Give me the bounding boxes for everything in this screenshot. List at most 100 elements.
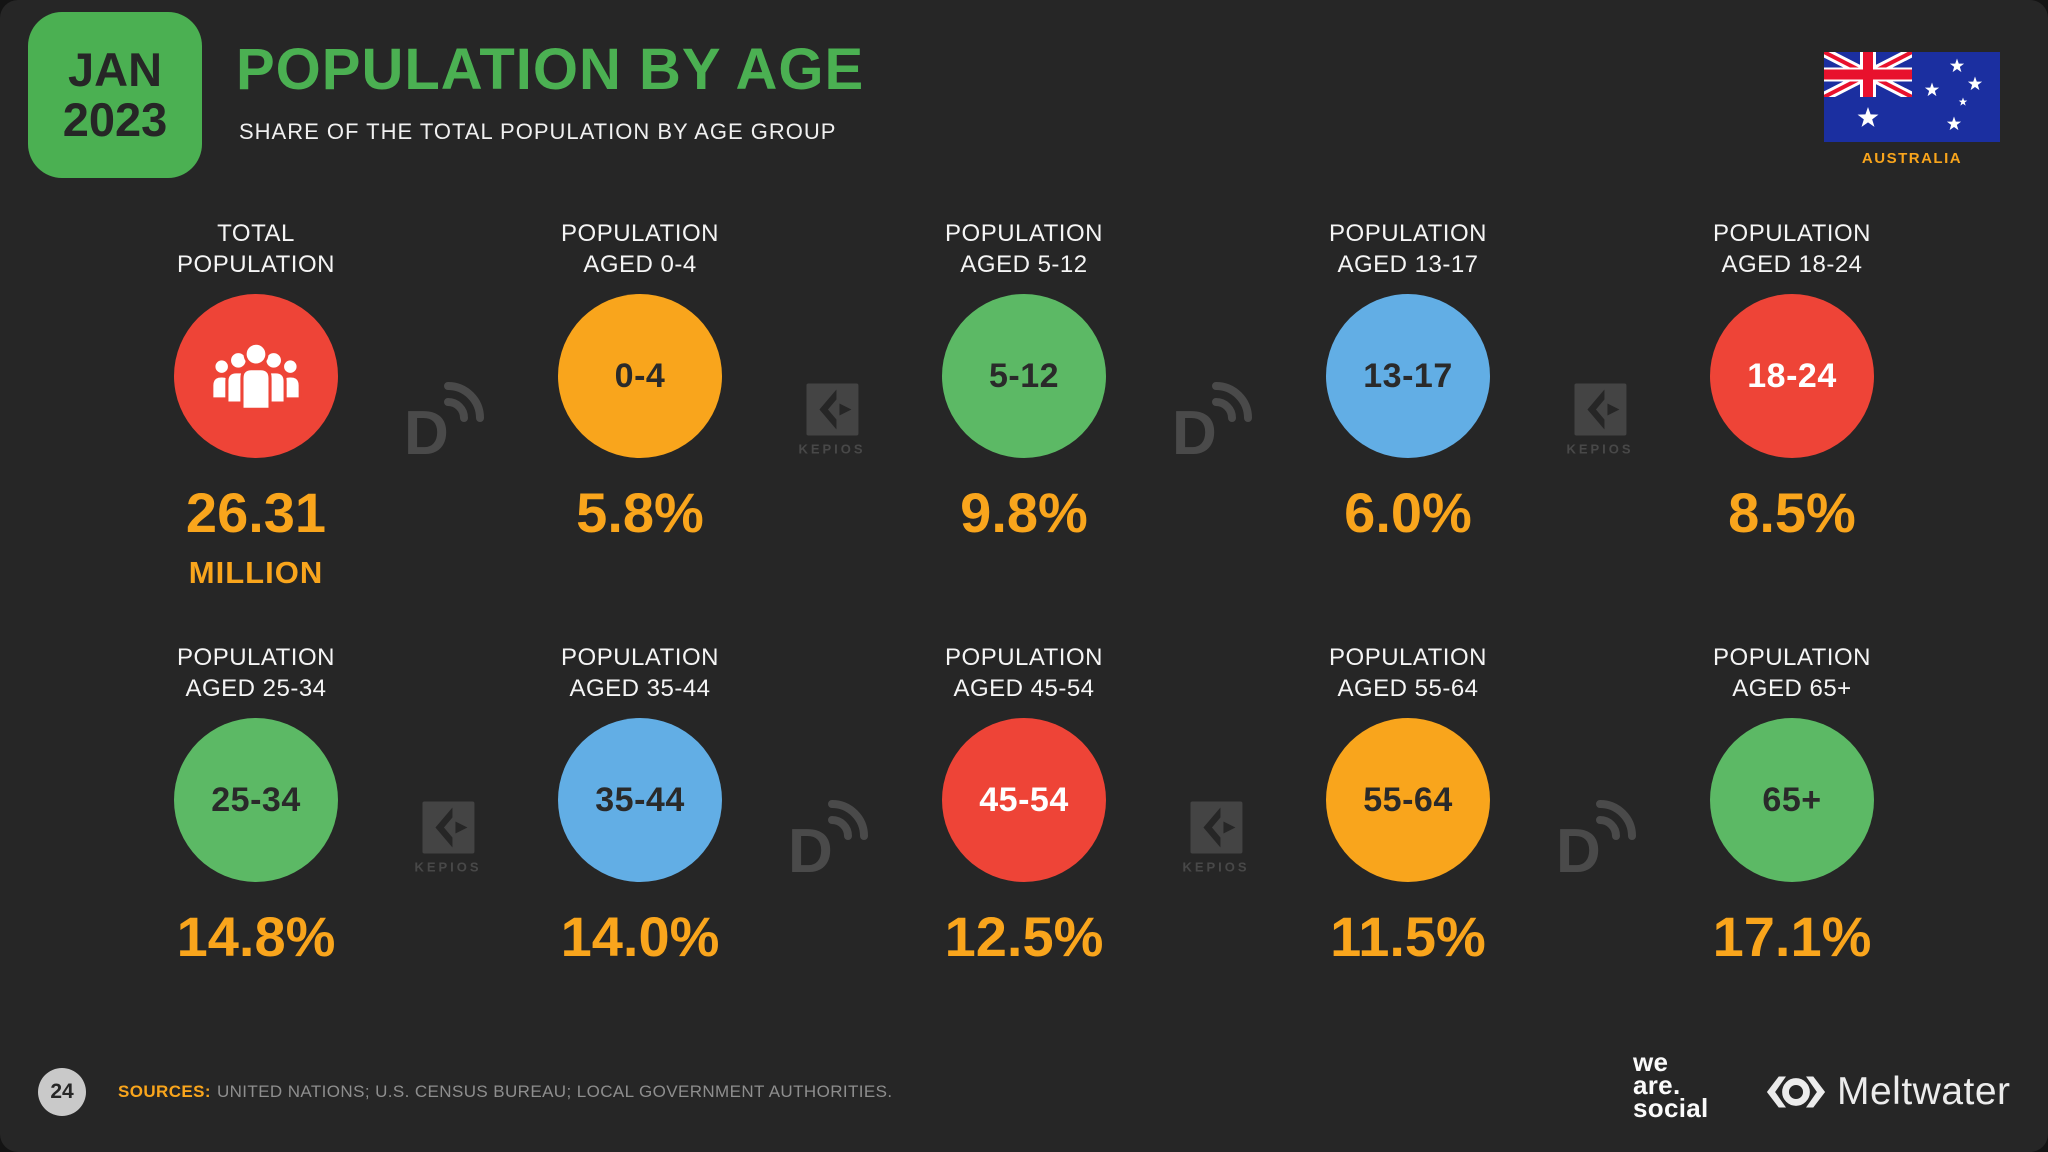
card-label: TOTAL POPULATION bbox=[64, 218, 448, 280]
sources-text: UNITED NATIONS; U.S. CENSUS BUREAU; LOCA… bbox=[216, 1082, 893, 1101]
svg-text:D: D bbox=[788, 817, 833, 876]
card-label-line: POPULATION bbox=[561, 220, 719, 247]
stat-value: 11.5% bbox=[1330, 905, 1486, 968]
country-label: AUSTRALIA bbox=[1861, 150, 1963, 167]
stat-card-aged-18-24: POPULATION AGED 18-24 18-24 8.5% bbox=[1600, 218, 1984, 545]
age-circle: 18-24 bbox=[1710, 294, 1874, 458]
card-label: POPULATION AGED 35-44 bbox=[448, 642, 832, 704]
card-label-line: AGED 25-34 bbox=[185, 675, 327, 702]
card-label: POPULATION AGED 25-34 bbox=[64, 642, 448, 704]
card-label: POPULATION AGED 65+ bbox=[1600, 642, 1984, 704]
card-label-line: AGED 45-54 bbox=[953, 675, 1095, 702]
stat-card-aged-0-4: POPULATION AGED 0-4 0-4 5.8% bbox=[448, 218, 832, 545]
card-label-line: POPULATION bbox=[177, 251, 335, 278]
age-range-label: 0-4 bbox=[614, 356, 666, 395]
age-range-label: 25-34 bbox=[211, 780, 301, 819]
card-label-line: POPULATION bbox=[561, 644, 719, 671]
stat-value: 5.8% bbox=[576, 481, 704, 544]
date-year: 2023 bbox=[62, 93, 168, 146]
svg-text:D: D bbox=[404, 399, 449, 458]
age-circle: 35-44 bbox=[558, 718, 722, 882]
age-range-label: 18-24 bbox=[1747, 356, 1837, 395]
age-circle: 45-54 bbox=[942, 718, 1106, 882]
we-are-social-logo-line: are. bbox=[1633, 1070, 1681, 1100]
card-label-line: AGED 55-64 bbox=[1337, 675, 1479, 702]
card-label-line: AGED 0-4 bbox=[583, 251, 697, 278]
datareportal-watermark: D bbox=[1170, 382, 1262, 458]
svg-text:D: D bbox=[1172, 399, 1217, 458]
age-circle: 65+ bbox=[1710, 718, 1874, 882]
sources-label: SOURCES: bbox=[118, 1082, 211, 1101]
kepios-watermark: KEPIOS bbox=[1182, 801, 1250, 875]
stat-card-aged-55-64: POPULATION AGED 55-64 55-64 11.5% bbox=[1216, 642, 1600, 969]
card-label-line: POPULATION bbox=[1713, 220, 1871, 247]
kepios-label: KEPIOS bbox=[798, 441, 866, 457]
card-label: POPULATION AGED 5-12 bbox=[832, 218, 1216, 280]
age-range-label: 13-17 bbox=[1363, 356, 1453, 395]
card-label-line: POPULATION bbox=[945, 220, 1103, 247]
meltwater-icon bbox=[1766, 1076, 1826, 1108]
card-label-line: AGED 13-17 bbox=[1337, 251, 1479, 278]
card-label-line: TOTAL bbox=[217, 220, 295, 247]
meltwater-label: Meltwater bbox=[1837, 1070, 2011, 1113]
datareportal-icon: D bbox=[404, 382, 484, 458]
meltwater-logo: Meltwater bbox=[1764, 1070, 2011, 1114]
stat-card-aged-5-12: POPULATION AGED 5-12 5-12 9.8% bbox=[832, 218, 1216, 545]
datareportal-watermark: D bbox=[1554, 800, 1646, 876]
age-range-label: 65+ bbox=[1762, 780, 1822, 819]
stat-value: 14.0% bbox=[560, 905, 720, 968]
age-circle: 13-17 bbox=[1326, 294, 1490, 458]
stat-card-total-population: TOTAL POPULATION 26.31 MILLIO bbox=[64, 218, 448, 591]
stat-value: 6.0% bbox=[1344, 481, 1472, 544]
card-label-line: POPULATION bbox=[177, 644, 335, 671]
kepios-label: KEPIOS bbox=[414, 859, 482, 875]
australia-flag-icon bbox=[1824, 52, 2000, 142]
stat-value: 9.8% bbox=[960, 481, 1088, 544]
age-range-label: 45-54 bbox=[979, 780, 1069, 819]
page-subtitle: SHARE OF THE TOTAL POPULATION BY AGE GRO… bbox=[239, 119, 837, 144]
kepios-icon bbox=[806, 383, 858, 436]
we-are-social-logo-line: we bbox=[1633, 1047, 1669, 1077]
we-are-social-logo-line: social bbox=[1633, 1093, 1709, 1123]
stat-value: 26.31 bbox=[185, 481, 327, 544]
we-are-social-logo: we are. social bbox=[1633, 1047, 1709, 1123]
age-range-label: 5-12 bbox=[988, 356, 1060, 395]
sources-line: SOURCES: UNITED NATIONS; U.S. CENSUS BURE… bbox=[118, 1082, 893, 1102]
card-label-line: AGED 35-44 bbox=[569, 675, 711, 702]
stat-card-aged-35-44: POPULATION AGED 35-44 35-44 14.0% bbox=[448, 642, 832, 969]
card-label: POPULATION AGED 0-4 bbox=[448, 218, 832, 280]
kepios-watermark: KEPIOS bbox=[414, 801, 482, 875]
stat-card-aged-65-plus: POPULATION AGED 65+ 65+ 17.1% bbox=[1600, 642, 1984, 969]
kepios-label: KEPIOS bbox=[1182, 859, 1250, 875]
age-circle: 5-12 bbox=[942, 294, 1106, 458]
datareportal-watermark: D bbox=[786, 800, 878, 876]
kepios-label: KEPIOS bbox=[1566, 441, 1634, 457]
datareportal-icon: D bbox=[1556, 800, 1636, 876]
stat-value-unit: MILLION bbox=[188, 555, 324, 590]
card-label-line: POPULATION bbox=[1329, 220, 1487, 247]
card-label-line: AGED 5-12 bbox=[960, 251, 1088, 278]
card-label: POPULATION AGED 13-17 bbox=[1216, 218, 1600, 280]
card-label: POPULATION AGED 55-64 bbox=[1216, 642, 1600, 704]
stat-value: 17.1% bbox=[1712, 905, 1872, 968]
date-month: JAN bbox=[67, 43, 163, 97]
datareportal-watermark: D bbox=[402, 382, 494, 458]
card-label-line: POPULATION bbox=[945, 644, 1103, 671]
datareportal-icon: D bbox=[788, 800, 868, 876]
kepios-watermark: KEPIOS bbox=[798, 383, 866, 457]
date-badge: JAN 2023 bbox=[28, 12, 202, 178]
card-label-line: AGED 65+ bbox=[1732, 675, 1852, 702]
age-circle: 0-4 bbox=[558, 294, 722, 458]
age-range-label: 35-44 bbox=[595, 780, 685, 819]
card-label-line: POPULATION bbox=[1713, 644, 1871, 671]
stat-value: 14.8% bbox=[176, 905, 336, 968]
card-label-line: POPULATION bbox=[1329, 644, 1487, 671]
age-range-label: 55-64 bbox=[1363, 780, 1453, 819]
page-title: POPULATION BY AGE bbox=[236, 37, 865, 102]
datareportal-icon: D bbox=[1172, 382, 1252, 458]
people-group-icon bbox=[210, 341, 302, 411]
card-label: POPULATION AGED 18-24 bbox=[1600, 218, 1984, 280]
stat-card-aged-25-34: POPULATION AGED 25-34 25-34 14.8% bbox=[64, 642, 448, 969]
stat-card-aged-13-17: POPULATION AGED 13-17 13-17 6.0% bbox=[1216, 218, 1600, 545]
